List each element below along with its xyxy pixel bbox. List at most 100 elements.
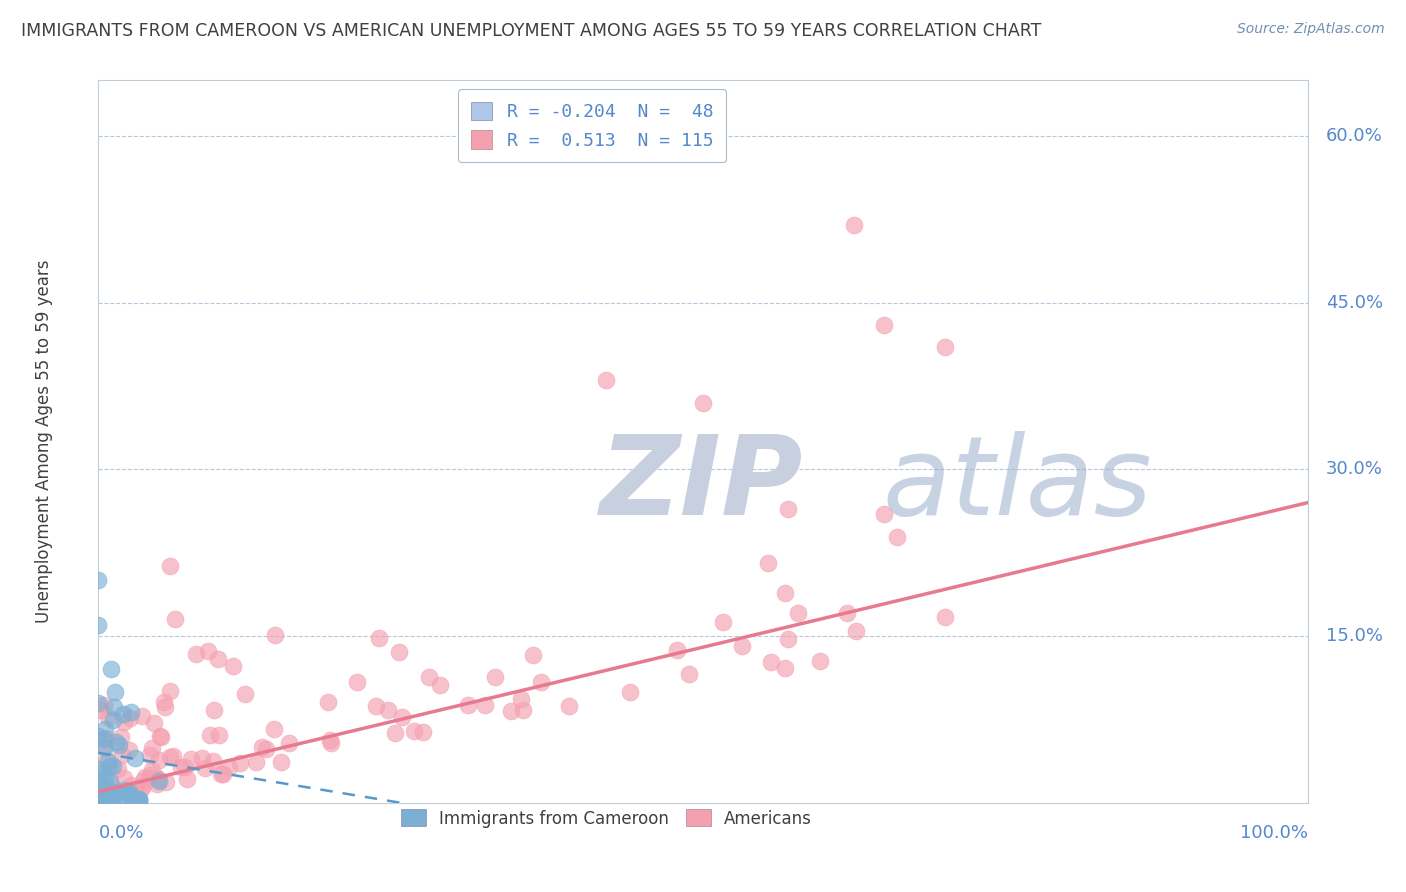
Point bbox=[873, 318, 896, 332]
Point bbox=[174, 760, 197, 774]
Point bbox=[391, 710, 413, 724]
Point bbox=[197, 643, 219, 657]
Point bbox=[89, 792, 111, 806]
Point bbox=[93, 731, 115, 746]
Point bbox=[509, 692, 531, 706]
Text: Unemployment Among Ages 55 to 59 years: Unemployment Among Ages 55 to 59 years bbox=[35, 260, 53, 624]
Point bbox=[319, 733, 342, 747]
Point bbox=[94, 731, 117, 745]
Point bbox=[665, 642, 688, 657]
Point bbox=[87, 789, 110, 804]
Point bbox=[94, 722, 117, 736]
Point bbox=[120, 788, 142, 802]
Point bbox=[89, 774, 111, 789]
Point bbox=[124, 751, 146, 765]
Point bbox=[87, 789, 110, 803]
Point bbox=[112, 794, 135, 808]
Point bbox=[934, 610, 956, 624]
Point bbox=[128, 794, 150, 808]
Point bbox=[101, 780, 124, 794]
Legend: Immigrants from Cameroon, Americans: Immigrants from Cameroon, Americans bbox=[394, 803, 818, 834]
Point bbox=[319, 736, 342, 750]
Point bbox=[90, 703, 112, 717]
Point bbox=[146, 772, 169, 786]
Point bbox=[118, 711, 141, 725]
Point bbox=[184, 647, 207, 661]
Point bbox=[756, 556, 779, 570]
Point bbox=[87, 696, 110, 710]
Point bbox=[132, 773, 155, 788]
Point bbox=[87, 794, 110, 808]
Point bbox=[143, 716, 166, 731]
Point bbox=[118, 785, 141, 799]
Point bbox=[98, 783, 121, 797]
Point bbox=[100, 662, 122, 676]
Point bbox=[776, 502, 799, 516]
Point bbox=[198, 728, 221, 742]
Point bbox=[530, 674, 553, 689]
Point bbox=[94, 741, 117, 756]
Point bbox=[152, 695, 174, 709]
Point bbox=[844, 218, 866, 232]
Point bbox=[162, 748, 184, 763]
Point bbox=[191, 751, 214, 765]
Point bbox=[208, 728, 231, 742]
Point bbox=[837, 606, 859, 620]
Point bbox=[278, 736, 301, 750]
Text: 0.0%: 0.0% bbox=[98, 824, 143, 842]
Point bbox=[256, 742, 278, 756]
Point bbox=[558, 698, 581, 713]
Point bbox=[103, 714, 125, 728]
Point bbox=[108, 738, 131, 752]
Point bbox=[139, 747, 162, 762]
Point bbox=[141, 740, 163, 755]
Point bbox=[388, 645, 411, 659]
Point bbox=[678, 667, 700, 681]
Text: IMMIGRANTS FROM CAMEROON VS AMERICAN UNEMPLOYMENT AMONG AGES 55 TO 59 YEARS CORR: IMMIGRANTS FROM CAMEROON VS AMERICAN UNE… bbox=[21, 22, 1042, 40]
Point bbox=[155, 699, 177, 714]
Point bbox=[202, 703, 225, 717]
Point bbox=[845, 624, 868, 639]
Point bbox=[159, 749, 181, 764]
Point bbox=[118, 743, 141, 757]
Point bbox=[90, 794, 112, 808]
Point bbox=[111, 747, 134, 762]
Point bbox=[139, 768, 162, 782]
Point bbox=[368, 631, 391, 645]
Point bbox=[263, 723, 285, 737]
Point bbox=[218, 760, 240, 774]
Point bbox=[155, 775, 177, 789]
Point bbox=[128, 793, 150, 807]
Point bbox=[176, 772, 198, 787]
Point bbox=[120, 706, 142, 720]
Point bbox=[263, 628, 285, 642]
Point bbox=[94, 771, 117, 785]
Point bbox=[148, 753, 170, 767]
Point bbox=[93, 698, 115, 712]
Point bbox=[93, 740, 115, 755]
Point bbox=[93, 767, 115, 781]
Text: 45.0%: 45.0% bbox=[1326, 293, 1384, 311]
Point bbox=[145, 772, 167, 786]
Point bbox=[474, 698, 496, 712]
Point bbox=[111, 706, 134, 721]
Point bbox=[124, 781, 146, 796]
Point bbox=[499, 704, 522, 718]
Point bbox=[759, 655, 782, 669]
Point bbox=[229, 756, 252, 771]
Point bbox=[776, 632, 799, 647]
Point bbox=[209, 766, 232, 780]
Text: 60.0%: 60.0% bbox=[1326, 127, 1382, 145]
Point bbox=[93, 784, 115, 798]
Point bbox=[384, 726, 406, 740]
Point bbox=[87, 618, 110, 632]
Point bbox=[112, 714, 135, 729]
Point bbox=[692, 395, 714, 409]
Point bbox=[316, 695, 339, 709]
Point bbox=[134, 770, 156, 784]
Point bbox=[128, 793, 150, 807]
Point bbox=[402, 724, 425, 739]
Point bbox=[731, 639, 754, 653]
Text: atlas: atlas bbox=[600, 432, 1152, 539]
Point bbox=[120, 778, 142, 792]
